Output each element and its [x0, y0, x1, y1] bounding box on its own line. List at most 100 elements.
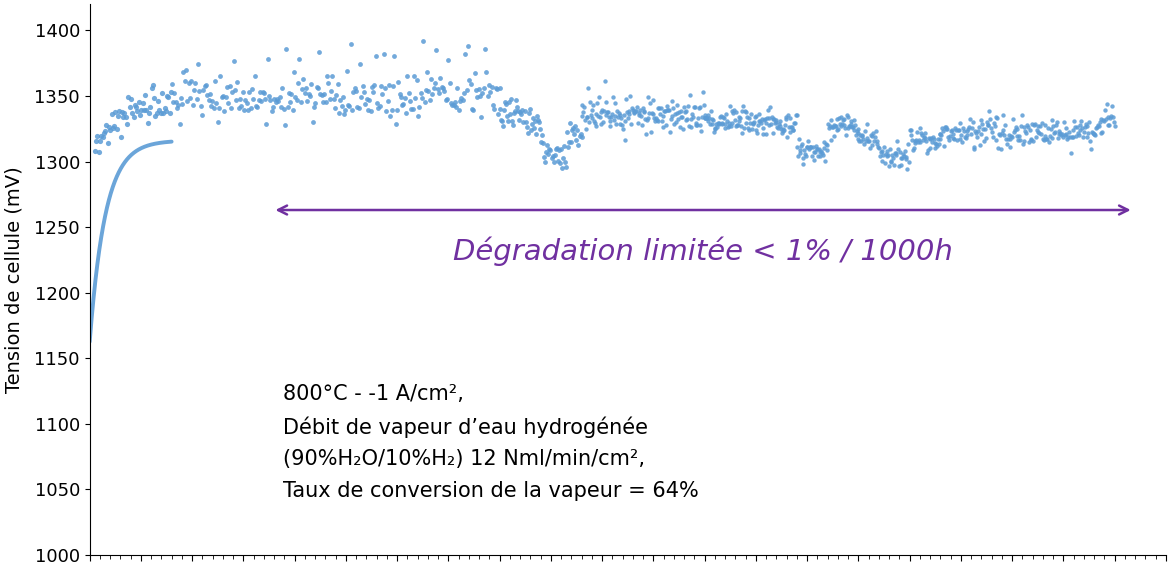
Point	[760, 120, 779, 129]
Point	[199, 96, 218, 105]
Point	[397, 108, 415, 117]
Point	[792, 141, 811, 150]
Point	[890, 147, 909, 156]
Point	[700, 117, 718, 126]
Point	[690, 103, 709, 112]
Point	[131, 110, 150, 119]
Point	[366, 52, 385, 61]
Point	[564, 123, 583, 132]
Point	[566, 121, 585, 131]
Point	[379, 80, 398, 89]
Point	[154, 109, 173, 118]
Point	[111, 132, 130, 141]
Point	[259, 54, 277, 63]
Point	[833, 120, 852, 129]
Point	[302, 79, 321, 88]
Point	[935, 122, 954, 131]
Point	[179, 79, 198, 88]
Point	[644, 96, 662, 105]
Point	[1002, 131, 1020, 140]
Point	[549, 156, 567, 165]
Point	[768, 122, 786, 131]
Point	[1080, 117, 1099, 127]
Point	[879, 150, 897, 159]
Point	[184, 100, 202, 109]
Point	[835, 120, 854, 129]
Point	[1026, 133, 1045, 142]
Point	[193, 111, 212, 120]
Point	[113, 113, 132, 122]
Point	[325, 103, 344, 112]
Point	[1089, 122, 1108, 131]
Point	[352, 93, 371, 102]
Point	[212, 92, 230, 101]
Point	[373, 89, 392, 99]
Point	[276, 120, 295, 129]
Point	[1095, 105, 1114, 115]
Point	[785, 119, 804, 128]
Point	[1024, 136, 1042, 145]
Point	[559, 137, 578, 146]
Point	[177, 66, 195, 75]
Point	[542, 153, 560, 162]
Point	[194, 86, 213, 95]
Point	[1046, 128, 1065, 137]
Point	[226, 86, 245, 95]
Point	[589, 99, 607, 108]
Point	[99, 123, 118, 132]
Point	[763, 114, 782, 123]
Point	[749, 120, 768, 129]
Point	[909, 136, 928, 145]
Point	[935, 142, 954, 151]
Point	[523, 120, 542, 129]
Point	[170, 119, 188, 128]
Point	[1102, 112, 1121, 121]
Point	[330, 108, 349, 117]
Point	[390, 89, 408, 99]
Point	[858, 133, 876, 142]
Point	[448, 84, 467, 93]
Point	[620, 107, 639, 116]
Point	[393, 100, 412, 109]
Point	[503, 116, 522, 125]
Point	[640, 108, 659, 117]
Point	[180, 93, 199, 102]
Point	[108, 124, 126, 133]
Point	[723, 107, 742, 116]
Point	[517, 123, 536, 132]
Point	[1030, 129, 1048, 138]
Point	[446, 98, 464, 107]
Point	[961, 115, 979, 124]
Point	[1069, 130, 1088, 139]
Point	[794, 159, 813, 168]
Point	[943, 133, 962, 142]
Point	[661, 127, 680, 136]
Point	[762, 119, 780, 128]
Point	[914, 136, 932, 145]
Point	[1081, 144, 1100, 153]
Point	[421, 74, 440, 83]
Point	[385, 51, 404, 60]
Point	[911, 124, 930, 133]
Point	[777, 112, 796, 121]
Point	[1012, 121, 1031, 130]
Point	[355, 87, 373, 96]
Point	[408, 111, 427, 120]
Point	[975, 136, 993, 145]
Point	[676, 115, 695, 124]
Point	[771, 117, 790, 126]
Point	[425, 84, 443, 93]
Point	[160, 108, 179, 117]
Point	[941, 131, 959, 140]
Point	[675, 107, 694, 116]
Point	[424, 89, 442, 99]
Point	[96, 126, 115, 135]
Point	[635, 107, 654, 116]
Point	[1023, 134, 1041, 143]
Point	[475, 84, 494, 93]
Point	[729, 117, 748, 126]
Point	[240, 88, 259, 97]
Point	[597, 97, 615, 107]
Point	[312, 90, 331, 99]
Point	[703, 115, 722, 124]
